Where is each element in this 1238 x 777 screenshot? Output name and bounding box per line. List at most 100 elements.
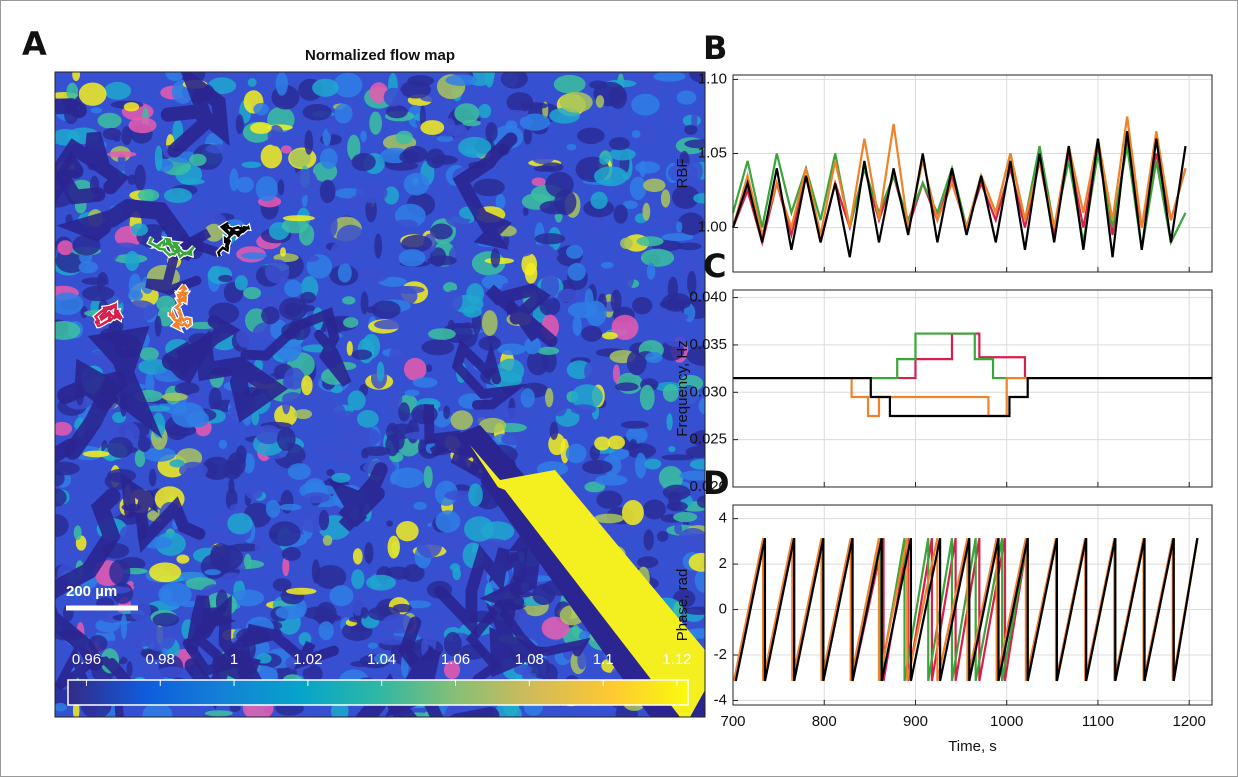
map-texture (624, 263, 635, 289)
map-texture (55, 292, 84, 316)
map-texture (661, 233, 694, 242)
map-texture (420, 120, 445, 135)
map-texture (611, 314, 639, 341)
colorbar-tick-label: 0.98 (146, 651, 175, 668)
map-texture (667, 163, 699, 183)
map-texture (698, 398, 705, 415)
map-texture (236, 176, 254, 193)
map-texture (352, 548, 363, 565)
map-texture (108, 319, 124, 333)
map-texture (66, 82, 79, 101)
map-texture (253, 103, 269, 116)
map-texture (236, 326, 255, 348)
map-texture (545, 387, 554, 408)
scale-bar-label: 200 µm (66, 583, 117, 600)
map-texture (268, 521, 301, 547)
plot-frame (732, 74, 1213, 273)
map-texture (665, 335, 692, 347)
map-texture (694, 568, 705, 593)
map-texture (252, 219, 261, 233)
map-texture (594, 436, 611, 451)
colorbar (67, 679, 689, 706)
map-texture (635, 123, 657, 146)
map-texture (139, 347, 159, 362)
map-texture (387, 535, 400, 559)
map-texture (361, 446, 391, 456)
map-texture (148, 468, 157, 487)
map-texture (277, 563, 303, 570)
map-texture (662, 484, 691, 501)
map-texture (55, 514, 69, 538)
map-texture (609, 148, 636, 161)
map-texture (430, 223, 453, 240)
map-texture (509, 241, 535, 257)
map-texture (506, 92, 534, 113)
map-texture (371, 300, 401, 319)
map-texture (144, 189, 155, 201)
map-texture (671, 185, 700, 209)
map-texture (493, 702, 522, 717)
map-texture (687, 270, 697, 296)
x-tick-label: 1100 (1082, 713, 1114, 730)
map-texture (584, 362, 595, 381)
map-texture (589, 80, 608, 90)
map-texture (554, 189, 577, 216)
map-texture (121, 126, 132, 146)
map-texture (218, 439, 228, 449)
map-texture (134, 164, 146, 191)
map-channel (242, 623, 339, 670)
map-texture (443, 532, 470, 555)
map-texture (682, 258, 702, 282)
map-texture (274, 404, 298, 427)
map-texture (107, 436, 134, 458)
map-texture (659, 298, 691, 310)
map-texture (261, 306, 280, 325)
map-texture (243, 553, 252, 570)
map-texture (207, 530, 229, 544)
map-texture (389, 344, 409, 366)
map-texture (281, 547, 301, 561)
map-texture (435, 510, 461, 533)
map-texture (472, 178, 505, 197)
map-texture (642, 499, 666, 520)
map-texture (120, 614, 128, 640)
map-texture (529, 244, 555, 256)
map-texture (417, 628, 437, 640)
map-texture (661, 311, 689, 322)
colorbar-tick-label: 0.96 (72, 651, 101, 668)
map-texture (326, 115, 337, 135)
map-channel (327, 462, 388, 532)
map-texture (661, 454, 695, 461)
map-texture (351, 153, 376, 172)
map-texture (403, 172, 430, 196)
map-texture (82, 285, 115, 302)
map-texture (312, 78, 339, 97)
map-texture (254, 536, 265, 558)
map-texture (269, 531, 278, 539)
map-channel (120, 473, 206, 553)
y-axis-label: Phase, rad (674, 569, 691, 642)
map-texture (156, 295, 176, 312)
x-tick-label: 1200 (1173, 713, 1206, 730)
map-texture (632, 296, 653, 315)
map-texture (292, 168, 318, 195)
map-texture (594, 220, 609, 229)
map-texture (570, 404, 597, 415)
map-texture (365, 574, 397, 591)
map-texture (674, 522, 683, 535)
map-texture (501, 407, 531, 421)
map-texture (571, 384, 603, 410)
map-texture (301, 255, 320, 262)
map-texture (496, 109, 529, 119)
map-texture (235, 445, 247, 465)
colorbar-tick-label: 1.02 (293, 651, 322, 668)
map-texture (398, 402, 410, 422)
map-border (54, 71, 706, 718)
map-texture (481, 274, 509, 290)
map-texture (72, 72, 81, 82)
map-channel (452, 132, 518, 250)
x-tick-label: 800 (812, 713, 837, 730)
map-texture (425, 364, 433, 373)
map-texture (109, 559, 131, 586)
map-texture (275, 605, 305, 620)
